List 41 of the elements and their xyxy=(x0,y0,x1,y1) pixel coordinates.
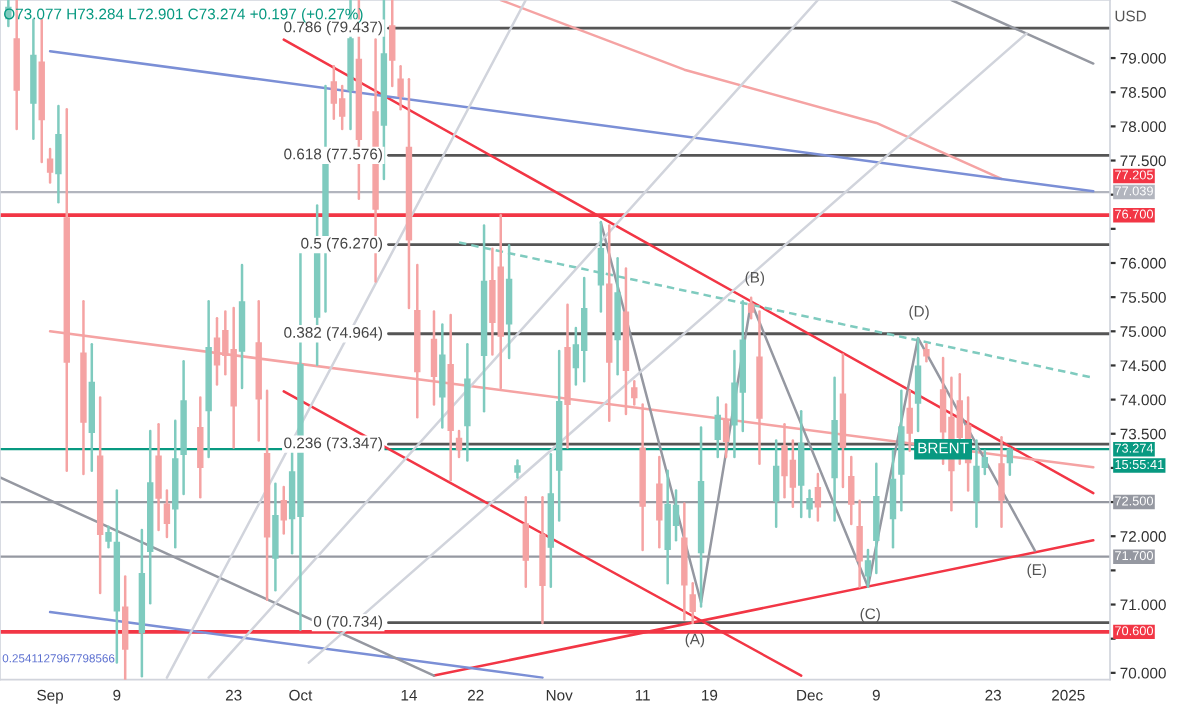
candlestick xyxy=(46,147,54,184)
candlestick xyxy=(656,455,663,549)
candlestick xyxy=(55,104,62,204)
candlestick xyxy=(681,502,688,621)
candlestick xyxy=(889,449,897,549)
candlestick xyxy=(772,439,780,528)
candlestick xyxy=(121,575,129,680)
candlestick xyxy=(973,439,980,528)
candlestick xyxy=(864,548,872,589)
candlestick xyxy=(439,323,446,429)
candlestick xyxy=(105,525,112,549)
candlestick xyxy=(789,439,797,509)
candlestick xyxy=(155,422,162,532)
candlestick xyxy=(272,482,279,592)
candlestick xyxy=(898,389,905,512)
candlestick xyxy=(1006,447,1014,476)
candlestick xyxy=(330,65,338,121)
line-series xyxy=(499,0,1003,181)
candlestick xyxy=(722,403,730,459)
candlestick xyxy=(873,462,880,575)
candlestick xyxy=(30,18,37,140)
candlestick xyxy=(489,247,496,356)
candlestick xyxy=(163,489,171,539)
candlestick xyxy=(806,489,813,519)
candlestick xyxy=(197,396,204,499)
candlestick xyxy=(848,455,855,526)
candlestick xyxy=(464,343,471,462)
candlestick xyxy=(280,485,287,535)
candlestick xyxy=(338,84,346,131)
candlestick xyxy=(814,472,822,522)
candlestick xyxy=(581,276,588,383)
candlestick xyxy=(672,489,680,542)
candlestick xyxy=(906,389,913,453)
candlestick xyxy=(747,296,755,320)
candlestick xyxy=(631,379,638,406)
candlestick xyxy=(455,429,463,459)
candlestick xyxy=(522,496,529,589)
candlestick xyxy=(798,409,805,519)
candlestick xyxy=(664,469,671,585)
candlestick xyxy=(714,396,721,459)
candlestick xyxy=(856,499,863,589)
